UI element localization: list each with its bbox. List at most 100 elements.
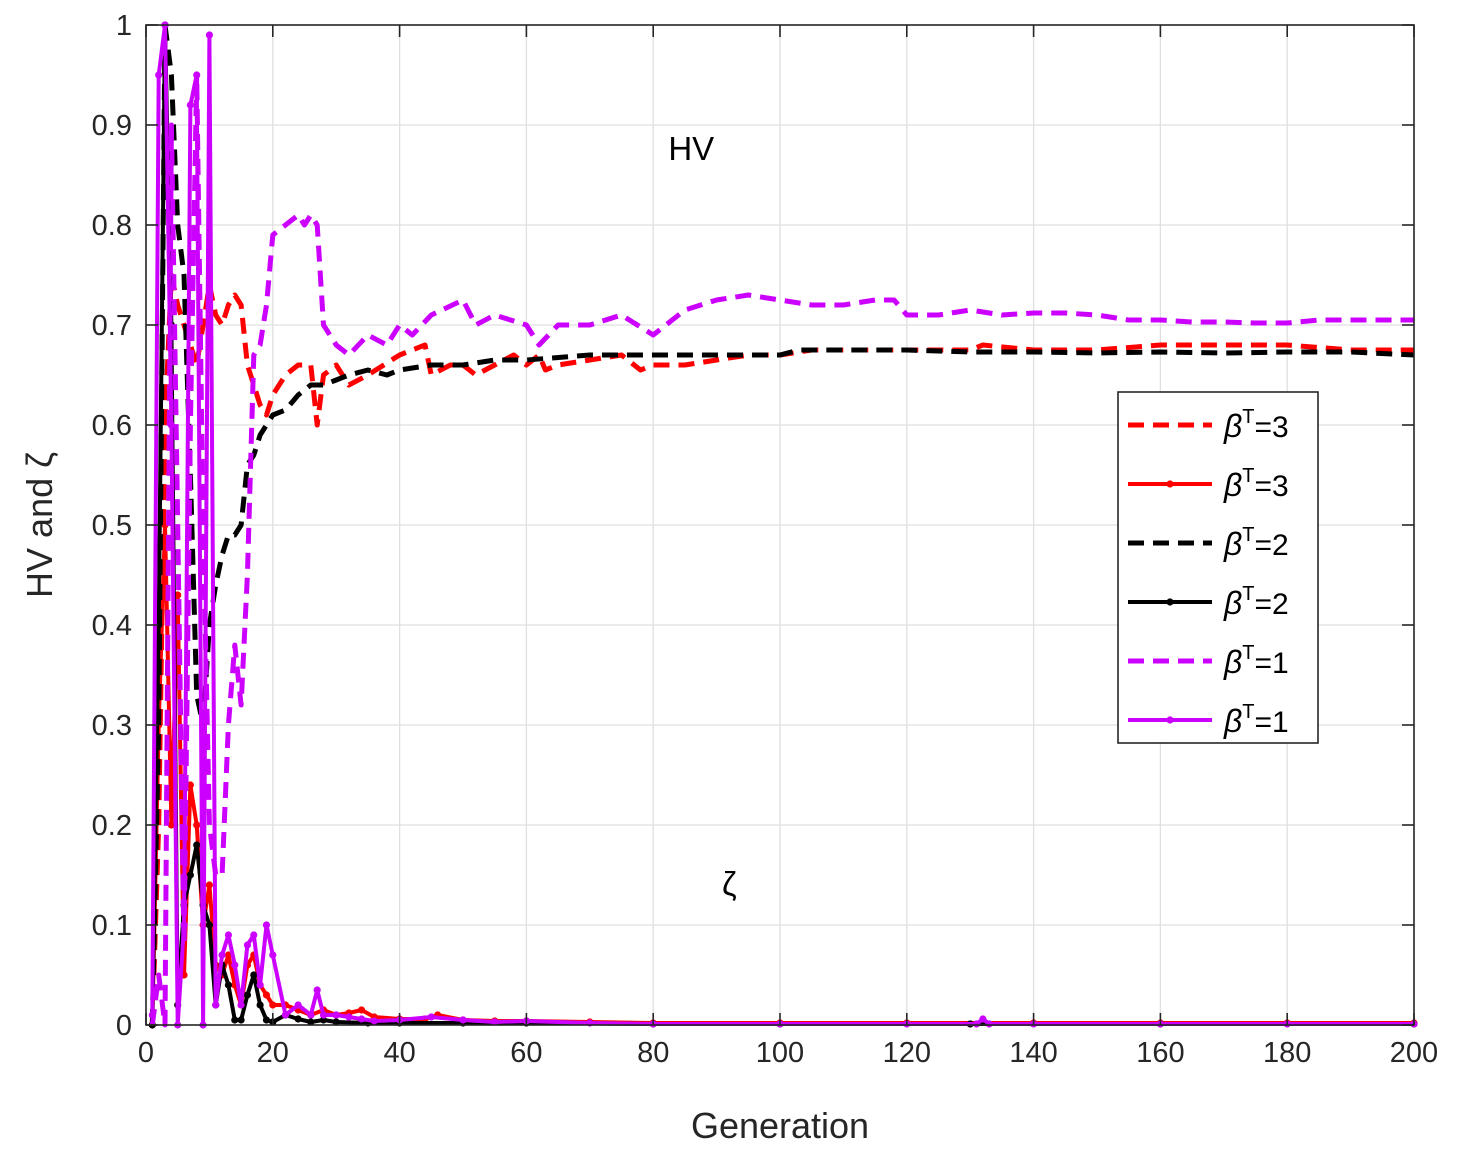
legend-label: βT=1 bbox=[1223, 642, 1289, 680]
x-tick-label: 160 bbox=[1136, 1037, 1184, 1069]
data-point bbox=[224, 981, 233, 989]
data-point bbox=[180, 921, 188, 929]
data-point bbox=[237, 1016, 245, 1024]
y-tick-label: 0 bbox=[116, 1010, 132, 1042]
data-point bbox=[269, 1001, 277, 1009]
legend-label: βT=2 bbox=[1223, 524, 1289, 562]
data-point bbox=[491, 1018, 499, 1026]
data-point bbox=[231, 961, 239, 969]
data-point bbox=[459, 1016, 467, 1024]
legend-box bbox=[1117, 391, 1319, 744]
data-point bbox=[155, 71, 163, 79]
data-point bbox=[250, 971, 258, 979]
x-tick-label: 180 bbox=[1263, 1037, 1311, 1069]
legend-label-sup: T bbox=[1242, 524, 1254, 546]
data-point bbox=[250, 931, 258, 939]
data-point bbox=[427, 1013, 435, 1021]
data-point bbox=[218, 951, 226, 959]
legend-label-sup: T bbox=[1242, 642, 1254, 664]
y-tick-label: 1 bbox=[116, 10, 132, 42]
legend-label-suffix: =1 bbox=[1255, 706, 1289, 739]
data-point bbox=[319, 1016, 328, 1024]
data-point bbox=[237, 1001, 245, 1009]
x-tick-label: 0 bbox=[138, 1037, 154, 1069]
data-point bbox=[231, 1016, 239, 1024]
x-tick-label: 140 bbox=[1009, 1037, 1057, 1069]
legend-label: βT=2 bbox=[1223, 583, 1289, 621]
data-point bbox=[243, 991, 252, 999]
data-point bbox=[193, 841, 201, 849]
data-point bbox=[319, 1011, 328, 1019]
data-point bbox=[262, 921, 271, 929]
data-point bbox=[345, 1013, 353, 1021]
data-point bbox=[212, 1001, 220, 1009]
data-point bbox=[186, 781, 194, 789]
series-layer bbox=[148, 21, 1418, 1029]
data-point bbox=[167, 821, 175, 829]
data-point bbox=[281, 1011, 290, 1019]
legend-label: βT=3 bbox=[1223, 465, 1289, 503]
data-point bbox=[307, 1018, 315, 1026]
legend: βT=3βT=3βT=2βT=2βT=1βT=1 bbox=[1117, 391, 1319, 744]
annotation-zeta: ζ bbox=[722, 865, 737, 902]
legend-label-suffix: =3 bbox=[1255, 411, 1289, 444]
legend-item: βT=1 bbox=[1128, 701, 1289, 739]
legend-label-base: β bbox=[1223, 644, 1242, 680]
series-5-hv bbox=[149, 72, 1414, 1028]
legend-label: βT=1 bbox=[1223, 701, 1289, 739]
data-point bbox=[148, 1011, 156, 1019]
y-tick-label: 0.9 bbox=[92, 110, 132, 142]
data-point bbox=[972, 1020, 981, 1028]
data-point bbox=[193, 821, 201, 829]
data-point bbox=[313, 986, 321, 994]
data-point bbox=[256, 981, 264, 989]
annotation-hv: HV bbox=[668, 130, 714, 167]
data-point bbox=[332, 1018, 340, 1026]
legend-label-sup: T bbox=[1242, 701, 1254, 723]
y-tick-label: 0.6 bbox=[92, 410, 132, 442]
y-tick-label: 0.8 bbox=[92, 210, 132, 242]
x-tick-label: 120 bbox=[883, 1037, 931, 1069]
legend-item: βT=2 bbox=[1128, 583, 1289, 621]
legend-marker bbox=[1166, 480, 1174, 488]
y-tick-label: 0.5 bbox=[92, 510, 132, 542]
data-point bbox=[224, 931, 233, 939]
legend-label-base: β bbox=[1223, 408, 1242, 444]
data-point bbox=[357, 1006, 366, 1014]
x-axis-label: Generation bbox=[691, 1105, 869, 1146]
x-tick-label: 200 bbox=[1390, 1037, 1438, 1069]
data-point bbox=[224, 951, 233, 959]
legend-label-suffix: =3 bbox=[1255, 470, 1289, 503]
legend-item: βT=3 bbox=[1128, 406, 1289, 444]
legend-label-sup: T bbox=[1242, 465, 1254, 487]
y-tick-label: 0.2 bbox=[92, 810, 132, 842]
legend-label-suffix: =2 bbox=[1255, 588, 1289, 621]
x-tick-label: 40 bbox=[383, 1037, 415, 1069]
data-point bbox=[256, 1001, 264, 1009]
data-point bbox=[294, 1015, 302, 1023]
legend-item: βT=3 bbox=[1128, 465, 1289, 503]
data-point bbox=[205, 881, 213, 889]
axis-ticks: 0 20 40 60 80 100 120 140 160 180 200 0 0.1 0.2 0.3 0.4… bbox=[92, 10, 1439, 1069]
y-tick-label: 0.7 bbox=[92, 310, 132, 342]
data-point bbox=[307, 1011, 315, 1019]
series-line bbox=[149, 72, 1414, 1028]
y-tick-label: 0.1 bbox=[92, 910, 132, 942]
legend-marker bbox=[1166, 598, 1174, 606]
data-point bbox=[985, 1020, 993, 1028]
data-point bbox=[193, 71, 201, 79]
annotations: HV ζ bbox=[668, 130, 736, 902]
data-point bbox=[167, 421, 175, 429]
data-point bbox=[332, 1011, 340, 1019]
legend-label-base: β bbox=[1223, 526, 1242, 562]
x-tick-label: 20 bbox=[257, 1037, 289, 1069]
legend-label: βT=3 bbox=[1223, 406, 1289, 444]
series-6-zeta bbox=[148, 21, 1418, 1029]
legend-item: βT=2 bbox=[1128, 524, 1289, 562]
data-point bbox=[979, 1015, 987, 1023]
legend-label-sup: T bbox=[1242, 583, 1254, 605]
y-axis-label: HV and ζ bbox=[19, 452, 60, 598]
legend-label-base: β bbox=[1223, 467, 1242, 503]
data-point bbox=[370, 1017, 378, 1025]
